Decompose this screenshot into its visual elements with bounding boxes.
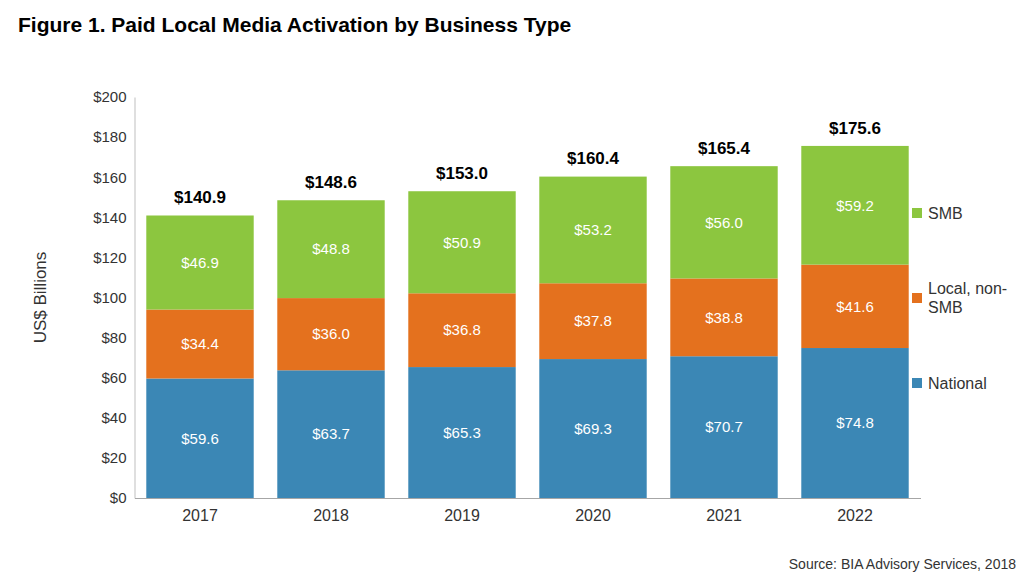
data-label: $74.8 bbox=[836, 414, 874, 431]
x-tick: 2018 bbox=[313, 507, 349, 524]
data-label: $50.9 bbox=[443, 234, 481, 251]
y-tick: $100 bbox=[93, 289, 134, 306]
bar-segment bbox=[801, 348, 908, 498]
x-tick-label: 2020 bbox=[575, 507, 611, 524]
y-tick-label: $20 bbox=[101, 449, 126, 466]
legend-label: Local, non-SMB bbox=[928, 280, 1007, 316]
legend-item: Local, non-SMB bbox=[912, 280, 1007, 316]
y-tick: $60 bbox=[101, 369, 134, 386]
data-label: $34.4 bbox=[181, 335, 219, 352]
y-tick-label: $200 bbox=[93, 88, 126, 105]
total-label: $165.4 bbox=[698, 139, 751, 158]
bar-segment bbox=[146, 310, 253, 379]
data-label: $36.8 bbox=[443, 321, 481, 338]
bar-segment bbox=[146, 379, 253, 498]
total-label: $153.0 bbox=[436, 164, 488, 183]
y-tick-label: $160 bbox=[93, 169, 126, 186]
data-label: $70.7 bbox=[705, 418, 743, 435]
bar-segment bbox=[539, 283, 646, 359]
title: Figure 1. Paid Local Media Activation by… bbox=[18, 13, 571, 36]
bar-segment bbox=[277, 370, 384, 498]
bar-segment bbox=[670, 356, 777, 498]
bar-segment bbox=[277, 200, 384, 298]
data-label: $37.8 bbox=[574, 312, 612, 329]
data-labels: $59.6 $63.7 $65.3 $69.3 $70.7 $74.8 $34.4 $36.0… bbox=[181, 197, 874, 447]
y-tick: $80 bbox=[101, 329, 134, 346]
bar-segment bbox=[670, 278, 777, 356]
total-label: $175.6 bbox=[829, 119, 881, 138]
bar-segment bbox=[408, 191, 515, 293]
y-tick: $140 bbox=[93, 209, 134, 226]
bar-segment bbox=[539, 359, 646, 498]
y-tick-label: $40 bbox=[101, 409, 126, 426]
x-tick-label: 2017 bbox=[182, 507, 218, 524]
legend-label: SMB bbox=[928, 205, 963, 222]
data-label: $69.3 bbox=[574, 420, 612, 437]
y-tick: $40 bbox=[101, 409, 134, 426]
y-tick-label: $60 bbox=[101, 369, 126, 386]
data-label: $59.6 bbox=[181, 430, 219, 447]
x-tick-label: 2022 bbox=[837, 507, 873, 524]
legend: SMB Local, non-SMB National bbox=[912, 205, 1007, 392]
bar-segment bbox=[801, 265, 908, 348]
total-label: $148.6 bbox=[305, 173, 357, 192]
legend-swatch bbox=[912, 293, 922, 303]
x-tick: 2021 bbox=[706, 507, 742, 524]
bars bbox=[146, 146, 908, 498]
y-tick-label: $80 bbox=[101, 329, 126, 346]
legend-label: National bbox=[928, 375, 987, 392]
bar-segment bbox=[277, 298, 384, 370]
source-note: Source: BIA Advisory Services, 2018 bbox=[789, 556, 1016, 572]
data-label: $38.8 bbox=[705, 309, 743, 326]
y-tick: $0 bbox=[110, 489, 135, 506]
y-axis-title: US$ Billions bbox=[31, 252, 50, 344]
x-tick-label: 2019 bbox=[444, 507, 480, 524]
data-label: $48.8 bbox=[312, 240, 350, 257]
chart: Figure 1. Paid Local Media Activation by… bbox=[0, 0, 1024, 577]
y-tick-label: $120 bbox=[93, 249, 126, 266]
bar-segment bbox=[146, 215, 253, 309]
y-tick-label: $100 bbox=[93, 289, 126, 306]
total-labels: $140.9 $148.6 $153.0 $160.4 $165.4 $175.6 bbox=[174, 119, 881, 208]
legend-swatch bbox=[912, 378, 922, 388]
y-tick-label: $180 bbox=[93, 128, 126, 145]
data-label: $36.0 bbox=[312, 325, 350, 342]
x-tick-label: 2021 bbox=[706, 507, 742, 524]
data-label: $53.2 bbox=[574, 221, 612, 238]
data-label: $46.9 bbox=[181, 254, 219, 271]
y-axis-line bbox=[135, 98, 136, 499]
data-label: $63.7 bbox=[312, 425, 350, 442]
y-tick-label: $140 bbox=[93, 209, 126, 226]
bar-segment bbox=[670, 166, 777, 278]
bar-segment bbox=[408, 367, 515, 498]
data-label: $56.0 bbox=[705, 214, 743, 231]
y-axis: $0 $20 $40 $60 $80 $100 $120 $140 $160 $180 $200 bbox=[93, 88, 135, 506]
x-tick: 2019 bbox=[444, 507, 480, 524]
x-axis: 2017 2018 2019 2020 2021 2022 bbox=[135, 499, 921, 525]
y-tick: $160 bbox=[93, 169, 134, 186]
y-tick-label: $0 bbox=[110, 489, 127, 506]
total-label: $160.4 bbox=[567, 149, 620, 168]
bar-segment bbox=[408, 293, 515, 367]
legend-item: National bbox=[912, 375, 987, 392]
legend-swatch bbox=[912, 208, 922, 218]
data-label: $65.3 bbox=[443, 424, 481, 441]
total-label: $140.9 bbox=[174, 188, 226, 207]
x-tick: 2020 bbox=[575, 507, 611, 524]
y-tick: $20 bbox=[101, 449, 134, 466]
data-label: $59.2 bbox=[836, 197, 874, 214]
bar-segment bbox=[539, 177, 646, 284]
data-label: $41.6 bbox=[836, 298, 874, 315]
y-tick: $120 bbox=[93, 249, 134, 266]
x-tick-label: 2018 bbox=[313, 507, 349, 524]
x-tick: 2017 bbox=[182, 507, 218, 524]
y-tick: $180 bbox=[93, 128, 134, 145]
x-axis-line bbox=[135, 498, 921, 499]
x-tick: 2022 bbox=[837, 507, 873, 524]
legend-item: SMB bbox=[912, 205, 963, 222]
bar-segment bbox=[801, 146, 908, 265]
y-tick: $200 bbox=[93, 88, 134, 105]
